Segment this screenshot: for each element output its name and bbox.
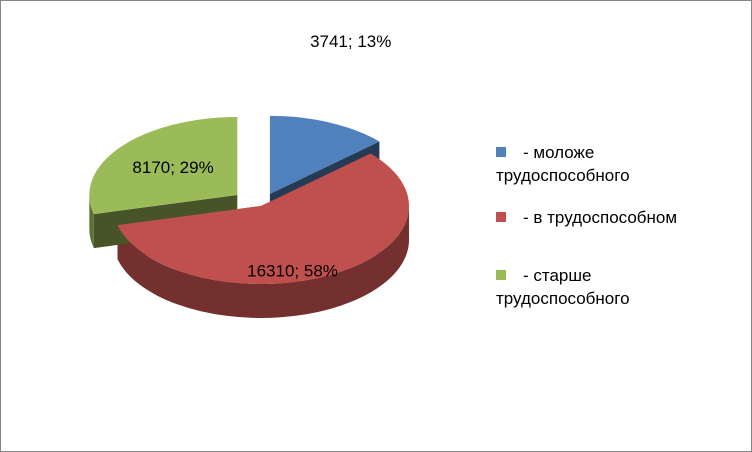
data-label: 8170; 29% [132, 158, 213, 177]
pie-tops [89, 115, 410, 284]
legend-item: - в трудоспособном [496, 206, 701, 229]
slice-wall [89, 194, 94, 249]
slice [117, 153, 410, 284]
legend-item: - моложе трудоспособного [496, 141, 701, 187]
legend-item: - старше трудоспособного [496, 264, 701, 310]
legend-swatch [496, 212, 506, 222]
data-label: 3741; 13% [310, 32, 391, 51]
slice [89, 116, 238, 215]
legend-swatch [496, 147, 506, 157]
data-label: 16310; 58% [247, 261, 338, 280]
slice [269, 115, 380, 194]
legend-label: - старше трудоспособного [496, 266, 630, 308]
legend-swatch [496, 270, 506, 280]
slice-wall [117, 206, 409, 318]
legend-label: - моложе трудоспособного [496, 143, 630, 185]
legend-label: - в трудоспособном [523, 208, 678, 227]
